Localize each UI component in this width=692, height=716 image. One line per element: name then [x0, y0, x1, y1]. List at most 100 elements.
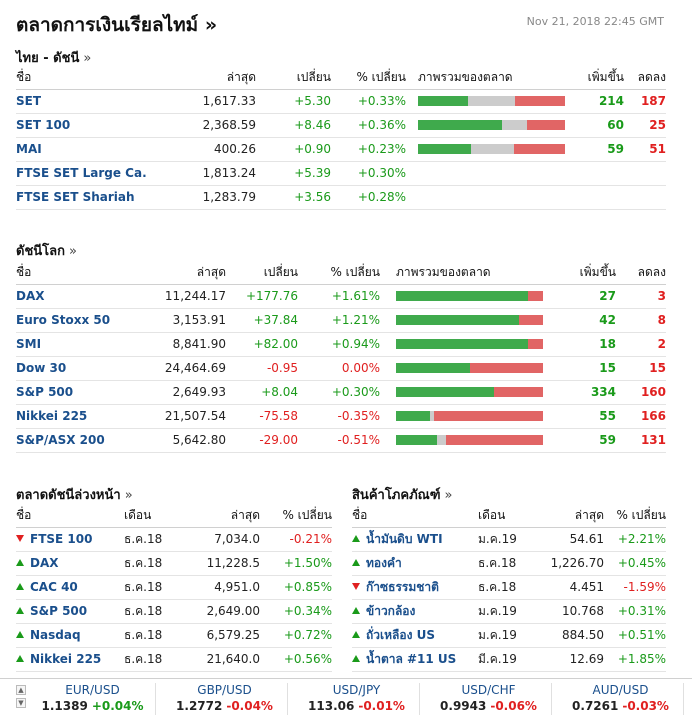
- table-row[interactable]: CAC 40 ธ.ค.18 4,951.0 +0.85%: [16, 575, 332, 600]
- instrument-name-link[interactable]: FTSE 100: [30, 532, 93, 546]
- fx-pair-link[interactable]: GBP/USD: [197, 683, 252, 697]
- table-row[interactable]: SET 100 2,368.59 +8.46 +0.36% 60 25: [16, 113, 666, 138]
- index-name-link[interactable]: SMI: [16, 332, 146, 357]
- fx-change: -0.06%: [490, 699, 537, 713]
- instrument-name-cell[interactable]: S&P 500: [16, 599, 124, 624]
- table-row[interactable]: Nikkei 225 ธ.ค.18 21,640.0 +0.56%: [16, 647, 332, 672]
- table-row[interactable]: SMI 8,841.90 +82.00 +0.94% 18 2: [16, 332, 666, 357]
- table-row[interactable]: SET 1,617.33 +5.30 +0.33% 214 187: [16, 89, 666, 114]
- market-breadth-cell: [406, 113, 571, 138]
- instrument-name-link[interactable]: ก๊าซธรรมชาติ: [366, 579, 439, 594]
- table-row[interactable]: Dow 30 24,464.69 -0.95 0.00% 15 15: [16, 356, 666, 381]
- table-row[interactable]: DAX ธ.ค.18 11,228.5 +1.50%: [16, 551, 332, 576]
- index-name-link[interactable]: Nikkei 225: [16, 404, 146, 429]
- table-row[interactable]: S&P/ASX 200 5,642.80 -29.00 -0.51% 59 131: [16, 428, 666, 453]
- instrument-name-link[interactable]: ทองคำ: [366, 555, 402, 570]
- fx-pair-link[interactable]: EUR/USD: [65, 683, 120, 697]
- index-name-link[interactable]: Euro Stoxx 50: [16, 308, 146, 333]
- instrument-name-link[interactable]: DAX: [30, 556, 59, 570]
- instrument-name-link[interactable]: น้ำมันดิบ WTI: [366, 531, 443, 546]
- fx-quote[interactable]: USD/CHF 0.9943 -0.06%: [426, 683, 552, 715]
- index-name-link[interactable]: DAX: [16, 284, 146, 309]
- instrument-name-link[interactable]: ถั่วเหลือง US: [366, 627, 435, 642]
- fx-change: +0.04%: [91, 699, 144, 713]
- last-value: 2,368.59: [166, 113, 256, 138]
- index-name-link[interactable]: S&P 500: [16, 380, 146, 405]
- pct-change-value: +0.85%: [260, 575, 332, 600]
- pct-change-value: +0.72%: [260, 623, 332, 648]
- table-row[interactable]: FTSE SET Large Ca. 1,813.24 +5.39 +0.30%: [16, 161, 666, 186]
- fx-change: -0.03%: [622, 699, 669, 713]
- instrument-name-cell[interactable]: CAC 40: [16, 575, 124, 600]
- instrument-name-cell[interactable]: DAX: [16, 551, 124, 576]
- instrument-name-cell[interactable]: Nikkei 225: [16, 647, 124, 672]
- fx-quote[interactable]: USD/JPY 113.06 -0.01%: [294, 683, 420, 715]
- instrument-name-link[interactable]: CAC 40: [30, 580, 78, 594]
- commodities-section-title[interactable]: สินค้าโภคภัณฑ์»: [352, 484, 452, 505]
- index-name-link[interactable]: FTSE SET Shariah: [16, 185, 166, 210]
- table-row[interactable]: ก๊าซธรรมชาติ ธ.ค.18 4.451 -1.59%: [352, 575, 666, 600]
- table-row[interactable]: MAI 400.26 +0.90 +0.23% 59 51: [16, 137, 666, 162]
- table-row[interactable]: Nasdaq ธ.ค.18 6,579.25 +0.72%: [16, 623, 332, 648]
- table-row[interactable]: Nikkei 225 21,507.54 -75.58 -0.35% 55 166: [16, 404, 666, 429]
- col-last: ล่าสุด: [188, 505, 260, 528]
- table-row[interactable]: Euro Stoxx 50 3,153.91 +37.84 +1.21% 42 8: [16, 308, 666, 333]
- col-last: ล่าสุด: [536, 505, 604, 528]
- declining-count: 15: [616, 356, 666, 381]
- instrument-name-link[interactable]: S&P 500: [30, 604, 88, 618]
- index-name-link[interactable]: SET: [16, 89, 166, 114]
- instrument-name-cell[interactable]: FTSE 100: [16, 527, 124, 552]
- pct-change-value: +0.45%: [604, 551, 666, 576]
- col-name: ชื่อ: [16, 505, 124, 528]
- fx-pair-link[interactable]: USD/JPY: [332, 683, 381, 697]
- futures-section-title[interactable]: ตลาดดัชนีล่วงหน้า»: [16, 484, 133, 505]
- instrument-name-cell[interactable]: ทองคำ: [352, 551, 478, 576]
- last-value: 54.61: [536, 527, 604, 552]
- instrument-name-cell[interactable]: น้ำตาล #11 US: [352, 647, 478, 672]
- instrument-name-link[interactable]: Nasdaq: [30, 628, 81, 642]
- world-section-title[interactable]: ดัชนีโลก»: [16, 240, 77, 261]
- futures-title-arrow: »: [124, 488, 133, 503]
- thai-section-title[interactable]: ไทย - ดัชนี»: [16, 47, 91, 68]
- ticker-prev-icon[interactable]: ▲: [16, 685, 26, 695]
- table-row[interactable]: FTSE SET Shariah 1,283.79 +3.56 +0.28%: [16, 185, 666, 210]
- instrument-name-link[interactable]: Nikkei 225: [30, 652, 102, 666]
- fx-pair-link[interactable]: USD/CHF: [461, 683, 516, 697]
- table-row[interactable]: DAX 11,244.17 +177.76 +1.61% 27 3: [16, 284, 666, 309]
- table-row[interactable]: ข้าวกล้อง ม.ค.19 10.768 +0.31%: [352, 599, 666, 624]
- instrument-name-cell[interactable]: ข้าวกล้อง: [352, 599, 478, 624]
- index-name-link[interactable]: MAI: [16, 137, 166, 162]
- table-row[interactable]: น้ำมันดิบ WTI ม.ค.19 54.61 +2.21%: [352, 527, 666, 552]
- fx-pair-link[interactable]: AUD/USD: [592, 683, 649, 697]
- ticker-next-icon[interactable]: ▼: [16, 698, 26, 708]
- fx-quote[interactable]: EUR/USD 1.1389 +0.04%: [30, 683, 156, 715]
- arrow-up-icon: [16, 559, 24, 566]
- instrument-name-cell[interactable]: ถั่วเหลือง US: [352, 623, 478, 648]
- index-name-link[interactable]: FTSE SET Large Ca.: [16, 161, 166, 186]
- table-row[interactable]: S&P 500 ธ.ค.18 2,649.00 +0.34%: [16, 599, 332, 624]
- contract-month: ธ.ค.18: [478, 551, 536, 576]
- last-value: 8,841.90: [146, 332, 226, 357]
- fx-quote[interactable]: GBP/USD 1.2772 -0.04%: [162, 683, 288, 715]
- index-name-link[interactable]: S&P/ASX 200: [16, 428, 146, 453]
- instrument-name-cell[interactable]: ก๊าซธรรมชาติ: [352, 575, 478, 600]
- table-row[interactable]: ทองคำ ธ.ค.18 1,226.70 +0.45%: [352, 551, 666, 576]
- fx-quote[interactable]: AUD/USD 0.7261 -0.03%: [558, 683, 684, 715]
- fx-values: 0.7261 -0.03%: [558, 699, 683, 713]
- instrument-name-cell[interactable]: น้ำมันดิบ WTI: [352, 527, 478, 552]
- table-row[interactable]: ถั่วเหลือง US ม.ค.19 884.50 +0.51%: [352, 623, 666, 648]
- breadth-declining-segment: [469, 363, 543, 373]
- instrument-name-link[interactable]: น้ำตาล #11 US: [366, 651, 457, 666]
- table-row[interactable]: S&P 500 2,649.93 +8.04 +0.30% 334 160: [16, 380, 666, 405]
- thai-title-text: ไทย - ดัชนี: [16, 51, 80, 66]
- breadth-declining-segment: [445, 435, 543, 445]
- table-row[interactable]: FTSE 100 ธ.ค.18 7,034.0 -0.21%: [16, 527, 332, 552]
- page-title[interactable]: ตลาดการเงินเรียลไทม์ »: [16, 14, 218, 36]
- instrument-name-cell[interactable]: Nasdaq: [16, 623, 124, 648]
- index-name-link[interactable]: SET 100: [16, 113, 166, 138]
- breadth-declining-segment: [494, 387, 543, 397]
- table-row[interactable]: น้ำตาล #11 US มี.ค.19 12.69 +1.85%: [352, 647, 666, 672]
- index-name-link[interactable]: Dow 30: [16, 356, 146, 381]
- instrument-name-link[interactable]: ข้าวกล้อง: [366, 603, 416, 618]
- change-value: -75.58: [226, 404, 298, 429]
